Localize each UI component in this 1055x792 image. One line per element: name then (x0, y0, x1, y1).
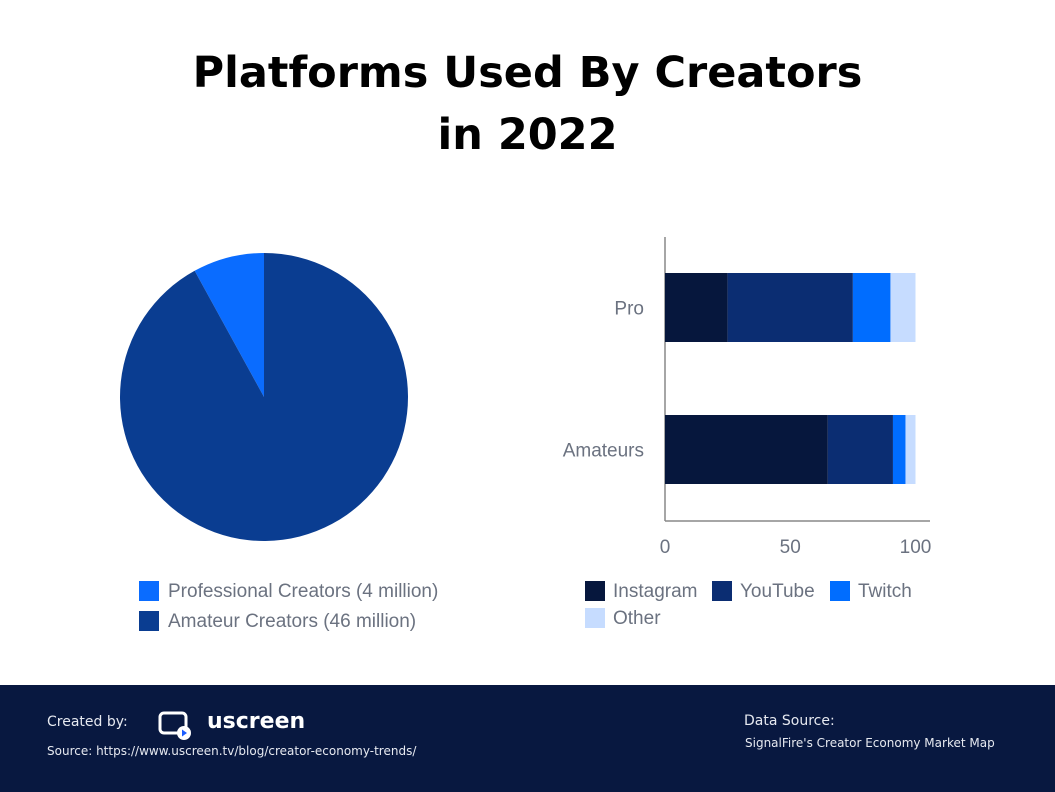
category-label: Pro (614, 299, 644, 320)
legend-swatch (139, 581, 159, 601)
bar-pro-youtube (727, 273, 853, 342)
uscreen-brand: uscreen (207, 709, 306, 734)
bar-amateurs-twitch (892, 415, 906, 484)
legend-label: Other (613, 608, 661, 629)
created-by-label: Created by: (47, 714, 128, 730)
bar-amateurs-instagram (665, 415, 828, 484)
legend-swatch (712, 581, 732, 601)
charts: Professional Creators (4 million) Amateur… (120, 237, 932, 632)
bar-amateurs-other (905, 415, 916, 484)
uscreen-logo-icon (158, 711, 191, 740)
data-source-label: Data Source: (744, 713, 835, 729)
legend-swatch (585, 608, 605, 628)
legend-swatch (139, 611, 159, 631)
pie-slice-professional (194, 253, 264, 397)
pie-chart (120, 253, 409, 541)
source-link[interactable]: Source: https://www.uscreen.tv/blog/crea… (47, 744, 417, 758)
x-tick-label: 50 (780, 537, 801, 558)
x-tick-label: 0 (660, 537, 671, 558)
bar-chart: Pro Amateurs 0 50 100 (563, 237, 932, 558)
bar-pro-other (890, 273, 916, 342)
pie-slice-amateur (120, 253, 409, 541)
category-label: Amateurs (563, 441, 644, 462)
legend-label: Professional Creators (4 million) (168, 581, 438, 602)
legend-swatch (830, 581, 850, 601)
bar-pro-twitch (852, 273, 891, 342)
chart-title: Platforms Used By Creators in 2022 (192, 48, 863, 160)
x-tick-label: 100 (900, 537, 932, 558)
bar-legend: Instagram YouTube Twitch Other (585, 581, 912, 629)
legend-label: Twitch (858, 581, 912, 602)
legend-label: YouTube (740, 581, 815, 602)
data-source-value: SignalFire's Creator Economy Market Map (745, 736, 995, 750)
legend-label: Instagram (613, 581, 697, 602)
legend-swatch (585, 581, 605, 601)
legend-label: Amateur Creators (46 million) (168, 611, 416, 632)
footer: Created by: uscreen Source: https://www.… (0, 685, 1055, 792)
pie-legend: Professional Creators (4 million) Amateur… (139, 581, 438, 632)
bar-amateurs-youtube (827, 415, 893, 484)
bar-pro-instagram (665, 273, 728, 342)
